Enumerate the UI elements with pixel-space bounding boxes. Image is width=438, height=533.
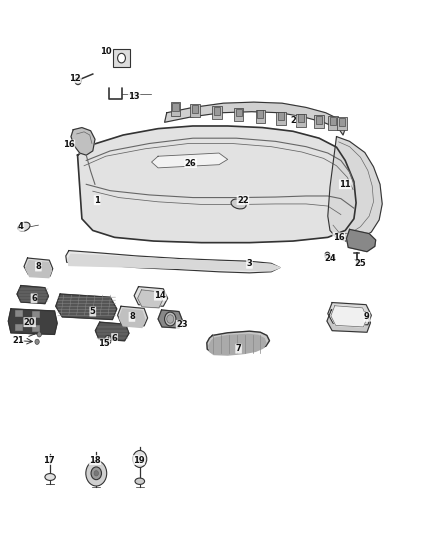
Polygon shape: [71, 127, 95, 155]
Circle shape: [37, 332, 42, 337]
Polygon shape: [134, 287, 168, 306]
Text: 8: 8: [129, 312, 135, 321]
Text: 3: 3: [247, 260, 252, 268]
Text: 15: 15: [98, 339, 110, 348]
Bar: [330, 117, 336, 125]
Bar: [316, 116, 322, 124]
Polygon shape: [26, 261, 51, 278]
Ellipse shape: [18, 222, 30, 231]
Text: 20: 20: [24, 318, 35, 327]
Bar: [32, 311, 39, 317]
Circle shape: [137, 456, 142, 462]
Polygon shape: [17, 286, 48, 304]
Text: 16: 16: [333, 233, 345, 242]
Circle shape: [133, 450, 147, 467]
Text: 7: 7: [236, 344, 241, 353]
Text: 14: 14: [154, 291, 166, 300]
Circle shape: [165, 312, 176, 326]
Bar: [212, 106, 222, 119]
Polygon shape: [78, 126, 356, 243]
Polygon shape: [119, 309, 145, 327]
Circle shape: [86, 461, 107, 486]
Polygon shape: [138, 290, 162, 308]
Bar: [15, 324, 22, 330]
Text: 6: 6: [112, 334, 117, 343]
Circle shape: [91, 467, 102, 480]
Ellipse shape: [231, 199, 246, 209]
FancyBboxPatch shape: [113, 49, 130, 67]
Text: 16: 16: [63, 140, 75, 149]
Text: 24: 24: [324, 254, 336, 263]
Bar: [255, 110, 265, 123]
Bar: [236, 109, 242, 117]
Circle shape: [94, 471, 99, 476]
Bar: [15, 310, 22, 317]
Polygon shape: [66, 251, 280, 273]
Text: 6: 6: [31, 294, 37, 303]
Circle shape: [325, 252, 330, 259]
Ellipse shape: [45, 473, 55, 480]
Polygon shape: [327, 310, 371, 332]
Polygon shape: [328, 136, 382, 241]
Ellipse shape: [135, 478, 145, 484]
Polygon shape: [95, 322, 129, 341]
Polygon shape: [158, 310, 183, 328]
Bar: [214, 107, 220, 115]
Text: 5: 5: [90, 307, 96, 316]
Circle shape: [105, 335, 112, 344]
Bar: [173, 103, 179, 111]
Text: 2: 2: [290, 116, 296, 125]
Text: 9: 9: [364, 312, 370, 321]
Bar: [234, 108, 244, 122]
Circle shape: [167, 315, 174, 323]
Polygon shape: [152, 153, 228, 168]
Text: 22: 22: [237, 196, 249, 205]
Polygon shape: [207, 331, 269, 353]
Bar: [32, 325, 39, 331]
Bar: [190, 104, 200, 117]
Bar: [298, 114, 304, 122]
Text: 19: 19: [133, 456, 144, 465]
Polygon shape: [328, 303, 371, 325]
Polygon shape: [56, 294, 117, 319]
Text: 23: 23: [176, 320, 188, 329]
Text: 8: 8: [35, 262, 41, 271]
Bar: [276, 112, 286, 125]
Polygon shape: [117, 306, 148, 326]
Bar: [337, 117, 346, 131]
Polygon shape: [209, 334, 266, 355]
Bar: [278, 112, 284, 120]
Circle shape: [75, 77, 81, 85]
Text: 10: 10: [100, 47, 112, 56]
Polygon shape: [331, 306, 367, 327]
Text: 25: 25: [355, 260, 366, 268]
Circle shape: [35, 339, 39, 344]
Polygon shape: [8, 309, 57, 334]
Text: 18: 18: [89, 456, 101, 465]
Text: 17: 17: [43, 456, 55, 465]
Circle shape: [26, 319, 31, 324]
Text: 11: 11: [339, 180, 351, 189]
Polygon shape: [165, 102, 345, 135]
Bar: [296, 114, 306, 127]
Text: 13: 13: [128, 92, 140, 101]
Bar: [314, 115, 324, 128]
Text: 21: 21: [12, 336, 24, 345]
Polygon shape: [346, 229, 376, 252]
Bar: [257, 110, 263, 118]
Bar: [192, 104, 198, 112]
Bar: [171, 102, 180, 116]
Text: 1: 1: [94, 196, 100, 205]
Text: 4: 4: [18, 222, 24, 231]
Text: 12: 12: [70, 74, 81, 83]
Polygon shape: [24, 258, 53, 276]
Text: 26: 26: [185, 159, 197, 167]
Circle shape: [117, 53, 125, 63]
Polygon shape: [68, 254, 280, 271]
Bar: [339, 118, 345, 126]
Bar: [328, 116, 338, 130]
